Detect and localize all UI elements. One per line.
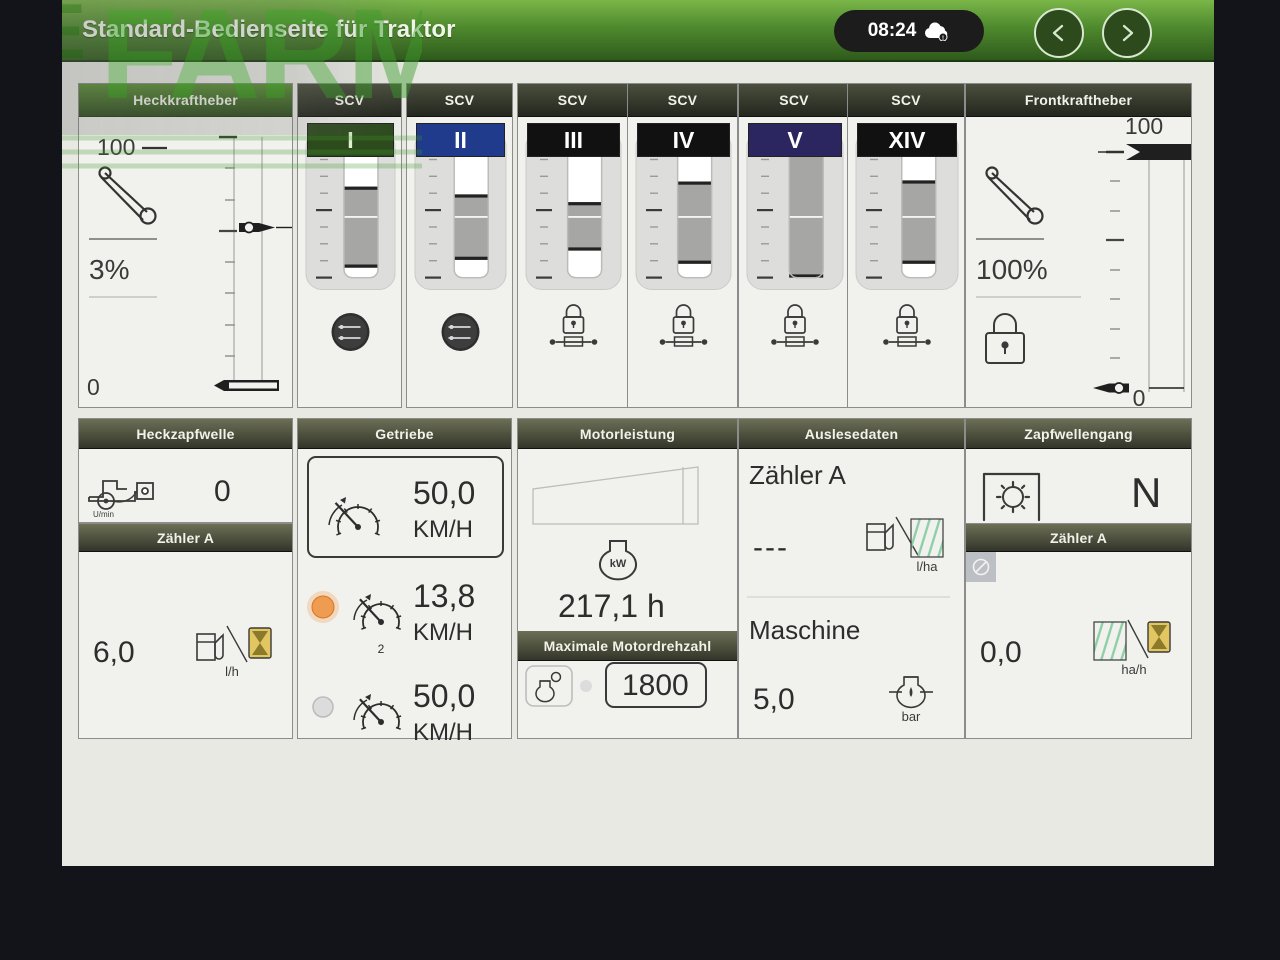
svg-text:!: ! xyxy=(942,36,944,41)
svg-text:0: 0 xyxy=(214,475,231,508)
svg-text:l/ha: l/ha xyxy=(917,559,939,574)
svg-text:217,1 h: 217,1 h xyxy=(558,588,665,624)
svg-text:kW: kW xyxy=(610,558,627,570)
svg-text:0: 0 xyxy=(87,374,100,400)
svg-text:13,8: 13,8 xyxy=(413,578,475,614)
svg-text:1800: 1800 xyxy=(622,669,689,702)
svg-text:50,0: 50,0 xyxy=(413,475,475,511)
svg-text:U/min: U/min xyxy=(93,510,114,519)
svg-text:l/h: l/h xyxy=(225,664,239,679)
svg-text:50,0: 50,0 xyxy=(413,678,475,714)
svg-text:0: 0 xyxy=(1133,385,1146,409)
svg-text:N: N xyxy=(1131,469,1161,516)
svg-text:100: 100 xyxy=(97,134,135,160)
svg-text:bar: bar xyxy=(902,709,921,724)
svg-text:Zähler A: Zähler A xyxy=(749,460,846,490)
svg-text:100%: 100% xyxy=(976,254,1048,285)
svg-text:---: --- xyxy=(753,531,789,564)
svg-text:Maschine: Maschine xyxy=(749,615,860,645)
svg-text:5,0: 5,0 xyxy=(753,683,795,716)
svg-text:2: 2 xyxy=(378,642,385,656)
svg-text:KM/H: KM/H xyxy=(413,719,473,740)
svg-text:ha/h: ha/h xyxy=(1121,662,1146,677)
svg-text:KM/H: KM/H xyxy=(413,516,473,543)
svg-text:KM/H: KM/H xyxy=(413,619,473,646)
svg-text:6,0: 6,0 xyxy=(93,636,135,669)
svg-text:3%: 3% xyxy=(89,254,129,285)
svg-text:100: 100 xyxy=(1125,117,1163,139)
svg-text:0,0: 0,0 xyxy=(980,636,1022,669)
